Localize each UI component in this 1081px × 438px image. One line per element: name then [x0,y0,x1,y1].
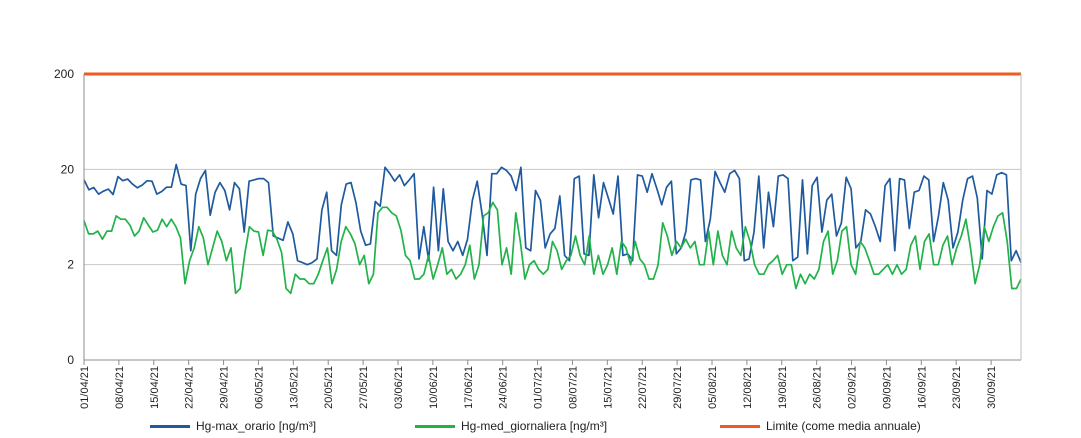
x-tick-label-16: 22/07/21 [637,366,649,409]
y-tick-label-0: 0 [67,353,74,367]
x-tick-label-6: 13/05/21 [288,366,300,409]
x-tick-label-2: 15/04/21 [149,366,161,409]
x-tick-label-18: 05/08/21 [707,366,719,409]
x-tick-label-5: 06/05/21 [253,366,265,409]
legend-swatch-hg-med [415,424,455,428]
series-line-1 [83,201,1022,295]
legend-item-hg-med: Hg-med_giornaliera [ng/m³] [415,419,607,433]
x-tick-label-20: 19/08/21 [777,366,789,409]
x-tick-label-3: 22/04/21 [184,366,196,409]
y-tick-label-200: 200 [54,67,74,81]
x-tick-label-4: 29/04/21 [219,366,231,409]
series-line-0 [83,163,1022,266]
x-tick-label-9: 03/06/21 [393,366,405,409]
x-tick-label-12: 24/06/21 [498,366,510,409]
x-tick-label-17: 29/07/21 [672,366,684,409]
series-layer [83,72,1022,295]
x-tick-label-21: 26/08/21 [812,366,824,409]
y-tick-label-20: 20 [61,162,75,176]
legend-swatch-hg-max [150,424,190,428]
x-tick-label-11: 17/06/21 [463,366,475,409]
axis-layer: 0 2 20 200 01/04/21 08/04/21 15/04/21 22/04/21 2… [54,67,1022,409]
x-tick-label-25: 23/09/21 [951,366,963,409]
x-tick-label-10: 10/06/21 [428,366,440,409]
legend-label-hg-med: Hg-med_giornaliera [ng/m³] [461,419,608,433]
x-tick-label-26: 30/09/21 [986,366,998,409]
x-tick-label-23: 09/09/21 [881,366,893,409]
x-tick-label-1: 08/04/21 [114,366,126,409]
x-tick-label-7: 20/05/21 [323,366,335,409]
x-tick-label-13: 01/07/21 [533,366,545,409]
x-tick-label-19: 12/08/21 [742,366,754,409]
x-tick-label-0: 01/04/21 [79,366,91,409]
legend-item-hg-max: Hg-max_orario [ng/m³] [150,419,316,433]
x-tick-label-24: 16/09/21 [916,366,928,409]
legend-swatch-limite [720,424,760,428]
legend: Hg-max_orario [ng/m³] Hg-med_giornaliera… [0,419,1081,435]
x-tick-label-14: 08/07/21 [567,366,579,409]
x-tick-label-22: 02/09/21 [847,366,859,409]
legend-item-limite: Limite (come media annuale) [720,419,921,433]
legend-label-limite: Limite (come media annuale) [766,419,921,433]
legend-label-hg-max: Hg-max_orario [ng/m³] [196,419,317,433]
x-tick-label-8: 27/05/21 [358,366,370,409]
x-tick-label-15: 15/07/21 [602,366,614,409]
y-tick-label-2: 2 [67,258,74,272]
